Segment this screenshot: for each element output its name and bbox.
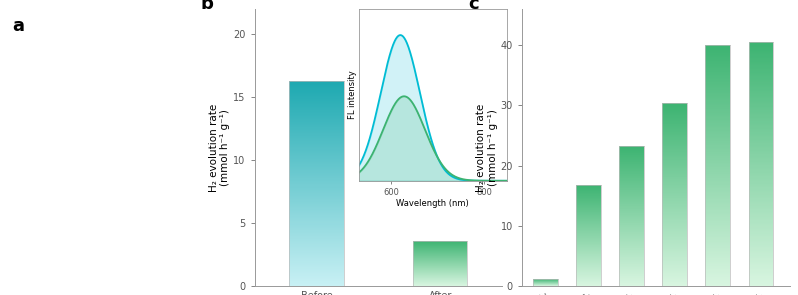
Text: a: a xyxy=(13,17,25,35)
Y-axis label: H₂ evolution rate
(mmol h⁻¹ g⁻¹): H₂ evolution rate (mmol h⁻¹ g⁻¹) xyxy=(476,103,498,192)
Text: c: c xyxy=(468,0,479,13)
Y-axis label: H₂ evolution rate
(mmol h⁻¹ g⁻¹): H₂ evolution rate (mmol h⁻¹ g⁻¹) xyxy=(209,103,231,192)
Text: b: b xyxy=(200,0,213,13)
